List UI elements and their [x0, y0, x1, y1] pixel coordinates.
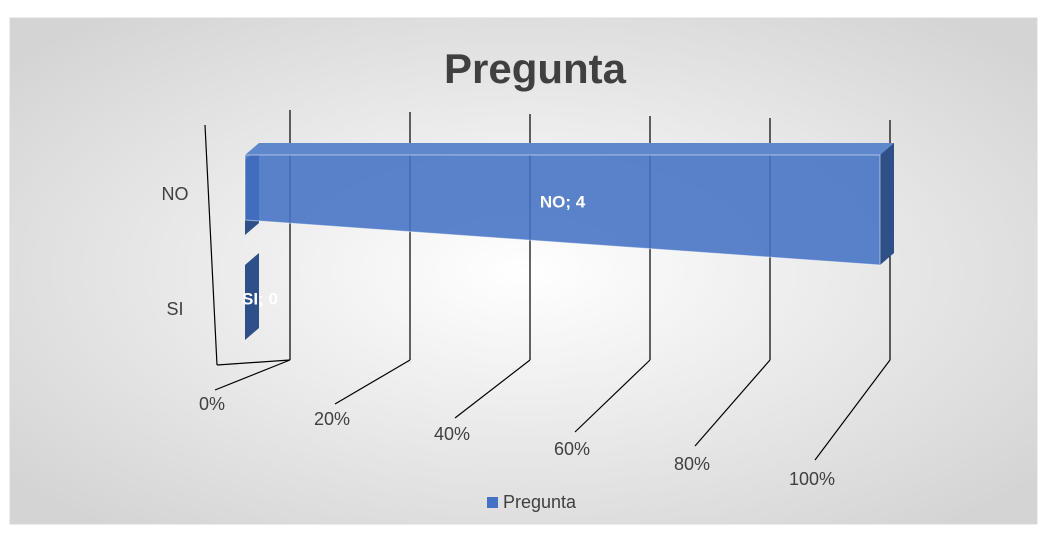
floor-line: [334, 359, 411, 405]
bar-shade: [245, 253, 259, 340]
x-tick-label: 20%: [314, 409, 350, 429]
data-label: SI; 0: [242, 289, 278, 308]
bar-side: [245, 253, 259, 340]
x-tick-label: 0%: [199, 394, 225, 414]
bar-top: [245, 143, 894, 155]
chart-title: Pregunta: [444, 45, 627, 92]
bar: [244, 154, 881, 266]
bar-end: [880, 143, 894, 265]
wall-edge: [204, 124, 218, 366]
y-tick-label: SI: [166, 299, 183, 319]
bar-end-shade: [880, 143, 894, 265]
x-tick-label: 100%: [789, 469, 835, 489]
bar-top-light: [245, 143, 894, 155]
legend-label: Pregunta: [503, 492, 577, 512]
floor-line: [814, 359, 891, 461]
chart-area: [9, 17, 1038, 525]
floor-line: [214, 359, 291, 391]
x-tick-label: 80%: [674, 454, 710, 474]
legend-swatch: [487, 497, 498, 508]
floor-line: [454, 359, 531, 419]
data-label: NO; 4: [540, 192, 586, 211]
wall-edge: [216, 359, 291, 366]
y-tick-label: NO: [162, 184, 189, 204]
floor-line: [694, 359, 771, 447]
x-tick-label: 40%: [434, 424, 470, 444]
floor-line: [574, 359, 651, 433]
x-tick-label: 60%: [554, 439, 590, 459]
